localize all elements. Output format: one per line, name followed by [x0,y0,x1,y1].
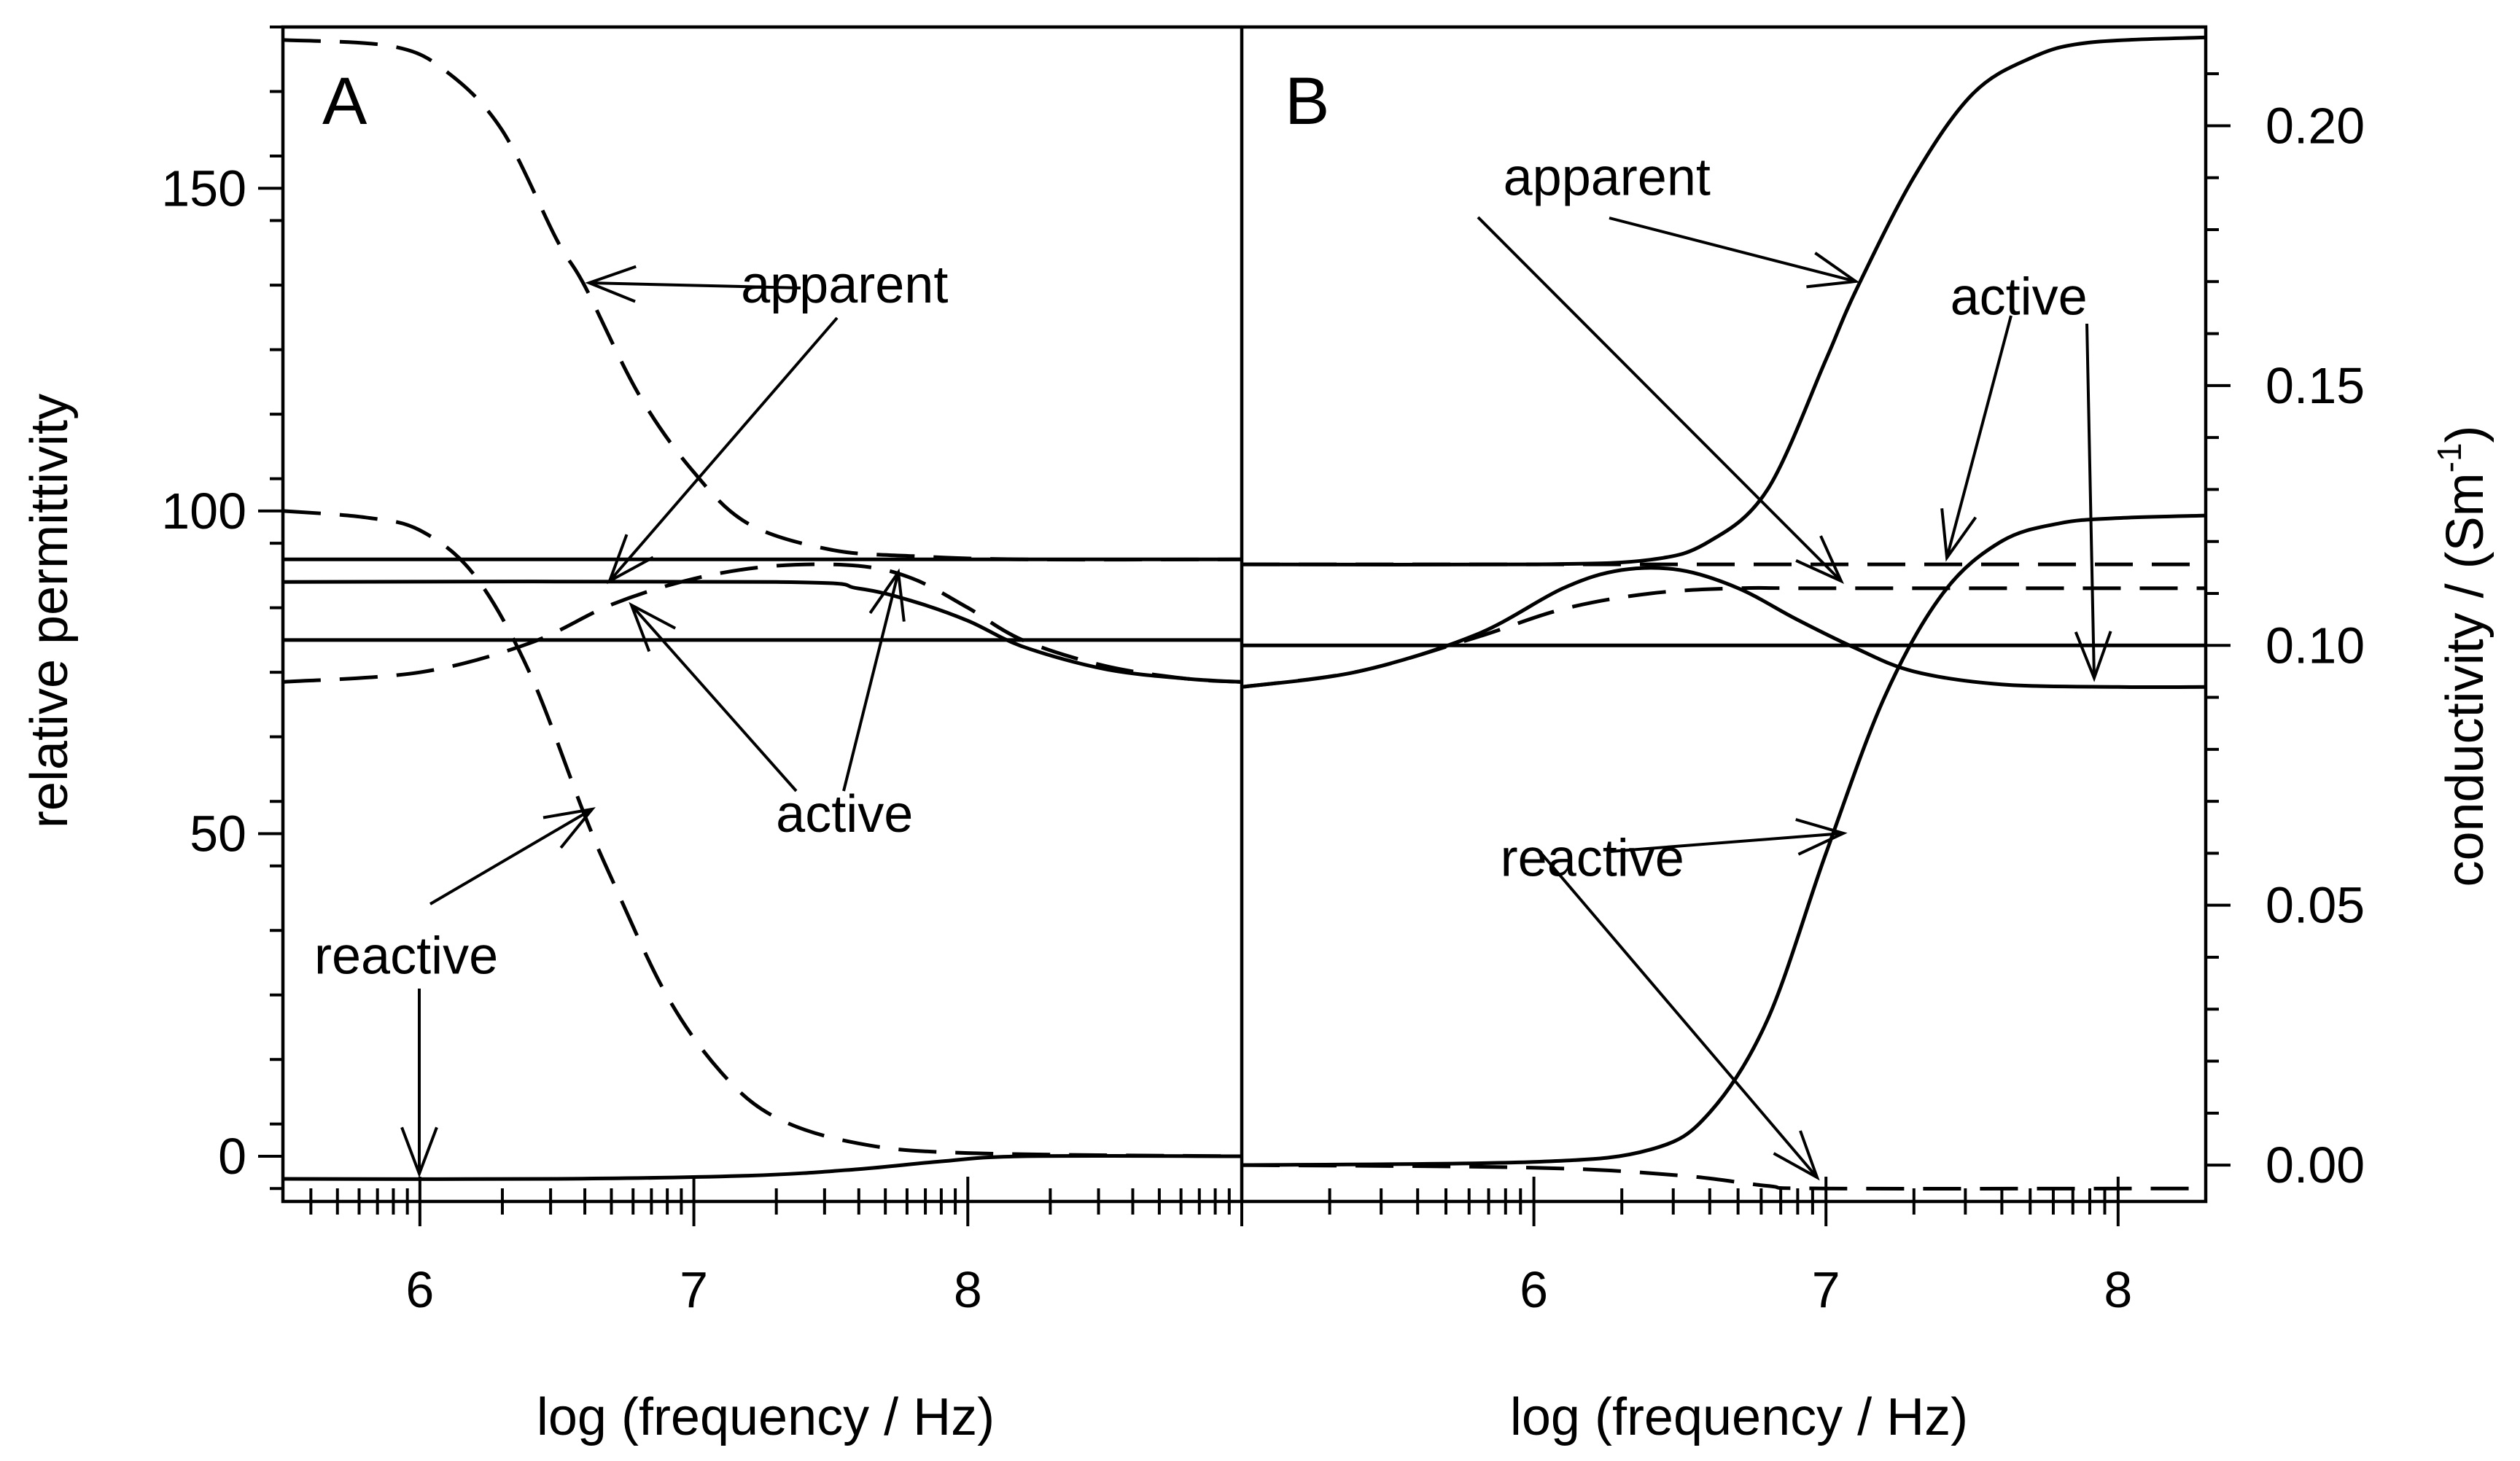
plot-border [281,25,2208,1204]
y-tick-label-right: 0.15 [2266,357,2365,414]
active-dashed-curve-a [282,562,1242,684]
annotation-arrows [400,216,2112,1181]
y-axis-label-right: conductivity / (Sm-1) [2430,425,2494,887]
reactive-solid-curve-a [282,1154,1242,1181]
y-tick-label-right: 0.05 [2266,877,2365,934]
y-tick-label-right: 0.10 [2266,617,2365,674]
y-tick-label-left: 150 [161,160,246,217]
arrow-apparent-a-solid [607,316,839,585]
annotation-labels: apparent active reactive apparent active reac… [314,149,2088,986]
curves [282,35,2206,1191]
arrow-active-b-solid [2074,323,2112,682]
plot-frame [281,25,2208,1204]
x-axis-label-b: log (frequency / Hz) [1510,1388,1968,1446]
apparent-solid-curve-b [1241,35,2206,567]
arrow-active-a-solid [629,601,798,792]
panel-label-b: B [1285,64,1329,139]
reactive-dashed-curve-b [1241,1163,2206,1191]
y-tick-label-left: 100 [161,483,246,539]
annotation-apparent-a: apparent [741,256,948,314]
x-tick-label: 7 [680,1261,708,1318]
panel-label-a: A [322,64,368,139]
annotation-active-b: active [1951,268,2088,327]
x-tick-label: 8 [954,1261,982,1318]
arrow-reactive-a-solid [400,989,438,1178]
y-tick-label-left: 0 [218,1128,246,1185]
tick-labels: 6 7 8 6 7 8 0 50 100 150 0.00 0.05 0.10 0.15 0.20 [161,97,2365,1318]
y-tick-label-left: 50 [190,805,246,862]
arrow-active-a-dashed [842,568,906,792]
reactive-dashed-curve-a [282,509,1242,1158]
annotation-apparent-b: apparent [1504,149,1711,207]
ticks [258,26,2231,1226]
y-tick-label-right: 0.00 [2266,1137,2365,1193]
x-tick-label: 7 [1812,1261,1840,1318]
arrow-reactive-a-dashed [429,807,596,905]
arrow-active-b-dashed [1940,315,2012,562]
annotation-reactive-b: reactive [1501,830,1684,888]
arrow-apparent-b-dashed [1477,216,1845,585]
active-solid-curve-b [1241,566,2206,690]
annotation-reactive-a: reactive [314,927,498,986]
y-axis-label-left: relative permittivity [20,394,79,828]
arrow-reactive-b-dashed [1541,853,1820,1181]
x-tick-label: 6 [405,1261,434,1318]
active-solid-curve-a [282,580,1242,684]
x-axis-label-a: log (frequency / Hz) [537,1388,995,1446]
arrow-apparent-a-dashed [585,265,801,303]
arrow-apparent-b-solid [1609,217,1860,289]
x-tick-label: 8 [2104,1261,2132,1318]
y-tick-label-right: 0.20 [2266,97,2365,154]
x-tick-label: 6 [1520,1261,1548,1318]
reactive-solid-curve-b [1241,513,2206,1167]
active-dashed-curve-b [1241,585,2206,689]
annotation-active-a: active [776,785,913,844]
arrow-reactive-b-solid [1609,818,1848,856]
